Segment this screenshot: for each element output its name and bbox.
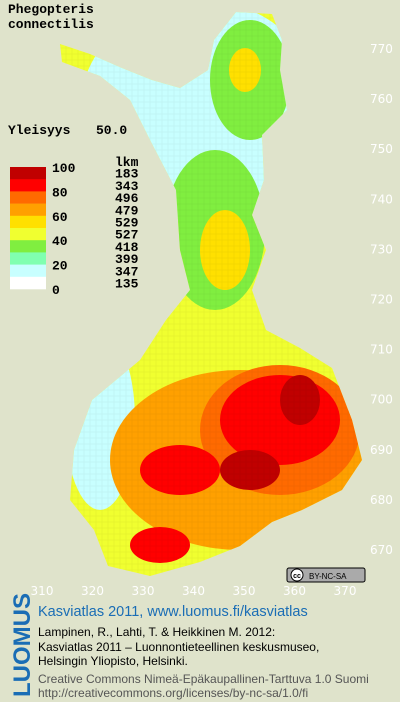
license-badge-text: BY-NC-SA	[309, 572, 347, 581]
x-grid-label: 310	[31, 584, 54, 598]
legend-count: 343	[115, 179, 139, 194]
legend-count: 529	[115, 216, 139, 231]
license-url: http://creativecommons.org/licenses/by-n…	[38, 686, 308, 700]
y-grid-label: 690	[370, 443, 393, 457]
y-grid-label: 710	[370, 343, 393, 357]
frequency-label: Yleisyys	[8, 123, 71, 138]
brand: LUOMUS	[9, 593, 36, 697]
legend-count: 418	[115, 240, 139, 255]
frequency-value: 50.0	[96, 123, 127, 138]
legend-count: 479	[115, 203, 139, 218]
x-grid-label: 350	[233, 584, 256, 598]
x-grid-label: 340	[182, 584, 205, 598]
species-name: Phegopteris	[8, 2, 94, 17]
legend-swatch	[10, 264, 46, 278]
y-grid-label: 730	[370, 242, 393, 256]
y-grid-label: 720	[370, 293, 393, 307]
legend-swatch	[10, 203, 46, 217]
legend-count: 347	[115, 264, 138, 279]
legend-swatch	[10, 191, 46, 204]
y-grid-label: 750	[370, 142, 393, 156]
headline: Kasviatlas 2011, www.luomus.fi/kasviatla…	[38, 604, 308, 620]
y-grid-label: 740	[370, 192, 393, 206]
legend-swatch	[10, 167, 46, 180]
citation: Kasviatlas 2011 – Luonnontieteellinen ke…	[38, 640, 319, 654]
legend-swatch	[10, 240, 46, 253]
legend-count: 496	[115, 191, 139, 206]
legend-value: 0	[52, 283, 60, 298]
legend-swatch	[10, 179, 46, 192]
legend-count: 399	[115, 252, 139, 267]
citation: Lampinen, R., Lahti, T. & Heikkinen M. 2…	[38, 625, 275, 639]
x-grid-label: 370	[334, 584, 357, 598]
legend-swatch	[10, 252, 46, 265]
grid-labels: 310 320 330 340 350 360 370 770 760 750 740 730 720 7…	[31, 42, 393, 598]
y-grid-label: 770	[370, 42, 393, 56]
legend-swatch	[10, 228, 46, 241]
x-grid-label: 320	[81, 584, 104, 598]
legend-header: lkm	[115, 155, 139, 170]
legend-count: 135	[115, 277, 139, 292]
y-grid-label: 680	[370, 493, 393, 507]
license-text: Creative Commons Nimeä-Epäkaupallinen-Ta…	[38, 672, 369, 686]
legend-swatch	[10, 215, 46, 229]
legend-swatch	[10, 276, 46, 290]
license-badge: cc BY-NC-SA	[286, 567, 366, 583]
y-grid-label: 700	[370, 393, 393, 407]
y-grid-label: 670	[370, 543, 393, 557]
legend-count: 527	[115, 228, 138, 243]
svg-text:cc: cc	[293, 573, 301, 580]
species-name: connectilis	[8, 17, 94, 32]
x-grid-label: 330	[132, 584, 155, 598]
legend-value: 20	[52, 259, 68, 274]
x-grid-label: 360	[283, 584, 306, 598]
citation: Helsingin Yliopisto, Helsinki.	[38, 654, 188, 668]
legend-value: 100	[52, 161, 76, 176]
legend-count: 183	[115, 167, 139, 182]
legend-value: 40	[52, 234, 68, 249]
legend-value: 80	[52, 185, 68, 200]
y-grid-label: 760	[370, 92, 393, 106]
legend-value: 60	[52, 210, 68, 225]
